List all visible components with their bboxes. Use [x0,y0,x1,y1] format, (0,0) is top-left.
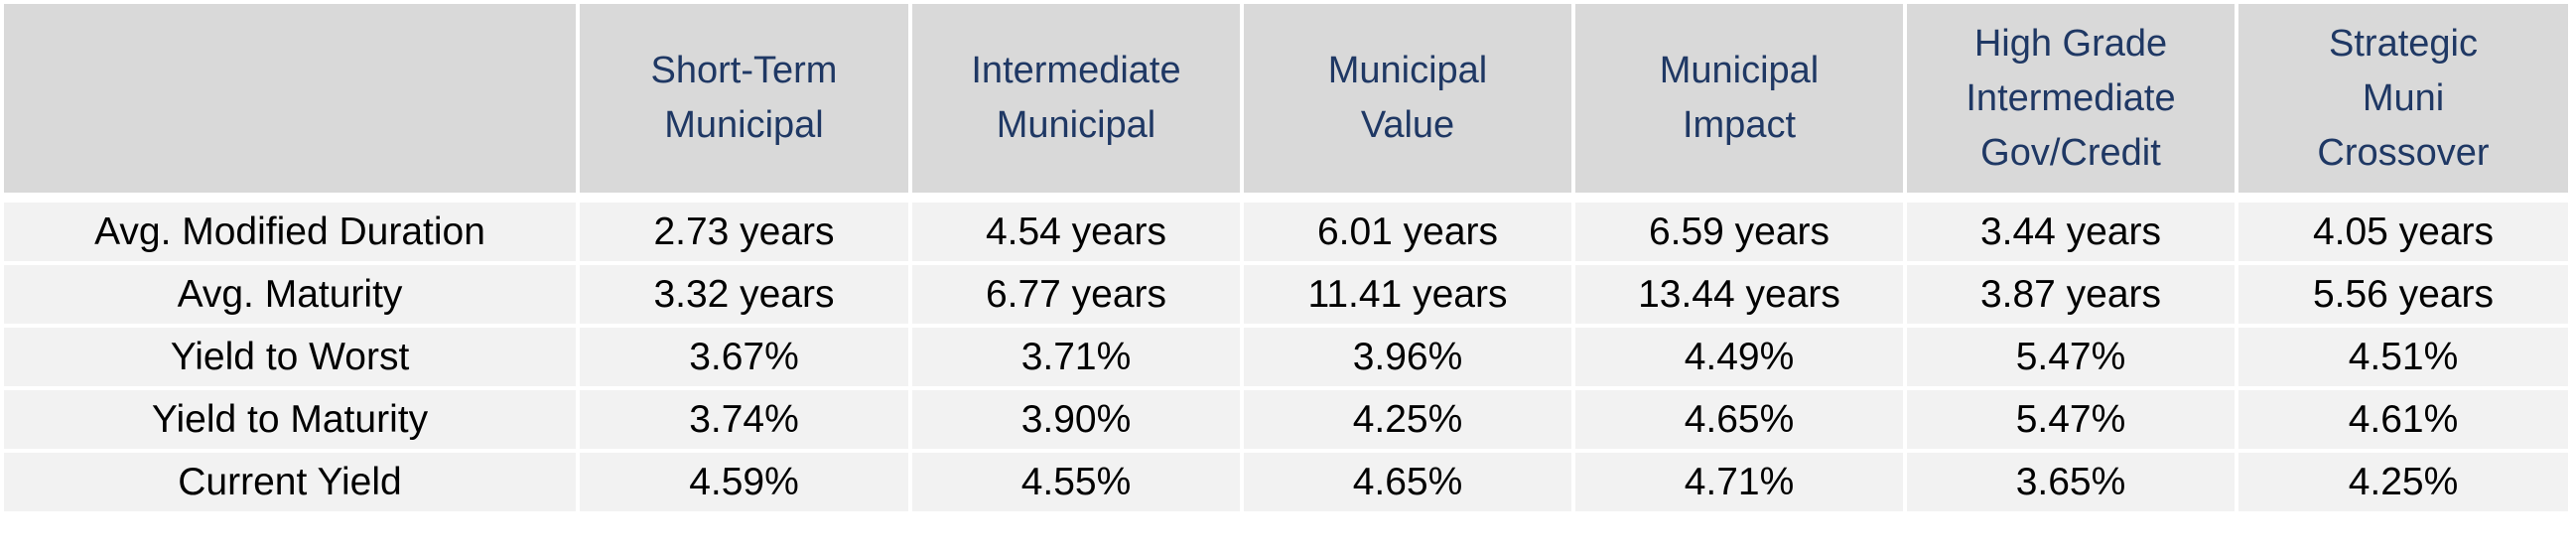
header-label-line: Short-Term [650,50,838,91]
header-label-line: Impact [1682,104,1797,146]
table-cell: 13.44 years [1571,265,1903,328]
table-cell: 4.51% [2235,328,2568,390]
row-label: Yield to Worst [4,328,576,390]
header-intermediate-municipal: Intermediate Municipal [908,4,1240,193]
table-cell: 4.49% [1571,328,1903,390]
table-cell: 11.41 years [1240,265,1571,328]
header-municipal-value: Municipal Value [1240,4,1571,193]
table-cell: 3.44 years [1903,203,2235,265]
header-label-line: Municipal [664,104,824,146]
row-label: Current Yield [4,453,576,515]
table-cell: 3.71% [908,328,1240,390]
header-label-line: Municipal [996,104,1156,146]
table-cell: 3.90% [908,390,1240,453]
header-label-line: Crossover [2317,131,2490,174]
table-cell: 3.32 years [576,265,908,328]
table-cell: 3.96% [1240,328,1571,390]
table-cell: 4.71% [1571,453,1903,515]
header-label-line: Value [1360,104,1455,146]
table-cell: 4.59% [576,453,908,515]
row-label: Avg. Maturity [4,265,576,328]
header-label-line: Municipal [1659,50,1820,91]
table-cell: 4.05 years [2235,203,2568,265]
table-cell: 6.77 years [908,265,1240,328]
header-municipal-impact: Municipal Impact [1571,4,1903,193]
table-cell: 5.47% [1903,328,2235,390]
row-label: Avg. Modified Duration [4,203,576,265]
table-cell: 4.25% [2235,453,2568,515]
table-cell: 5.47% [1903,390,2235,453]
header-strategic-muni-crossover: Strategic Muni Crossover [2235,4,2568,193]
header-label-line: Municipal [1327,50,1488,91]
header-label-line: High Grade [1973,22,2168,65]
header-separator [4,193,2568,203]
header-corner [4,4,576,193]
row-label: Yield to Maturity [4,390,576,453]
table-cell: 4.25% [1240,390,1571,453]
table-cell: 3.87 years [1903,265,2235,328]
table-cell: 6.59 years [1571,203,1903,265]
table-cell: 4.55% [908,453,1240,515]
table-cell: 5.56 years [2235,265,2568,328]
table-cell: 3.74% [576,390,908,453]
table-cell: 2.73 years [576,203,908,265]
header-label-line: Intermediate [1966,76,2176,119]
table-cell: 3.67% [576,328,908,390]
header-high-grade-intermediate-gov-credit: High Grade Intermediate Gov/Credit [1903,4,2235,193]
table-cell: 4.65% [1571,390,1903,453]
header-short-term-municipal: Short-Term Municipal [576,4,908,193]
table-cell: 6.01 years [1240,203,1571,265]
table-cell: 4.54 years [908,203,1240,265]
header-label-line: Strategic [2329,22,2478,65]
header-label-line: Intermediate [971,50,1181,91]
header-label-line: Gov/Credit [1980,131,2161,174]
table-cell: 3.65% [1903,453,2235,515]
data-table: Short-Term Municipal Intermediate Municipa… [4,4,2568,515]
header-label-line: Muni [2362,76,2445,119]
table-cell: 4.65% [1240,453,1571,515]
table-cell: 4.61% [2235,390,2568,453]
